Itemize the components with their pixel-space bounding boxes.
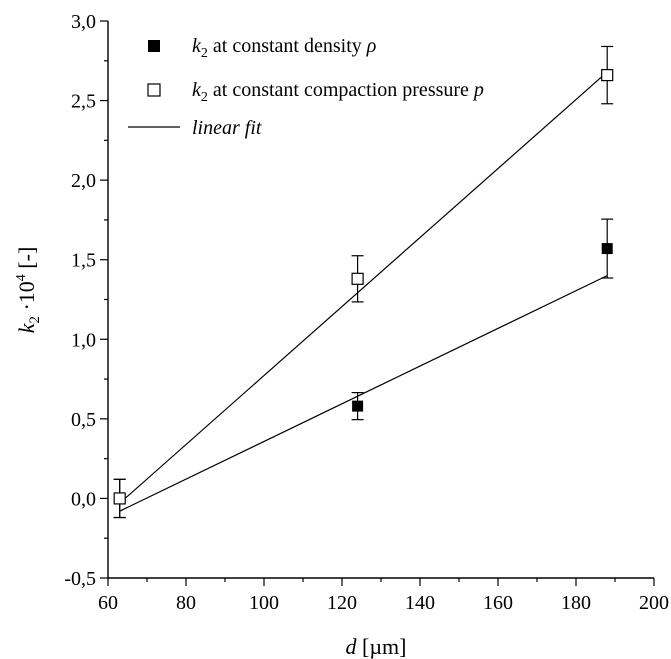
y-axis-title-sup: 4: [14, 274, 29, 281]
data-markers: [113, 69, 614, 505]
x-axis-title-unit: [µm]: [357, 634, 407, 659]
legend-text: at constant density: [208, 35, 367, 57]
x-tick-label: 120: [327, 592, 357, 614]
y-axis-title-mid: ·10: [14, 281, 39, 316]
data-point-open-square: [351, 272, 364, 285]
plot-frame: [107, 21, 654, 579]
y-tick-label: 1,5: [71, 250, 96, 272]
x-tick-label: 140: [405, 592, 435, 614]
legend-k-sub: 2: [201, 90, 208, 105]
legend-marker-open-square: [147, 83, 161, 97]
fit-line-series-0: [119, 275, 608, 512]
x-axis-title: d [µm]: [346, 634, 407, 659]
legend-entry-linear-fit: linear fit: [192, 117, 262, 139]
x-tick-label: 180: [561, 592, 591, 614]
legend-k-sub: 2: [201, 46, 208, 61]
legend-entry-constant-pressure: k2 at constant compaction pressure p: [192, 79, 484, 105]
legend-k: k: [192, 35, 202, 57]
y-axis-title-sub: 2: [27, 316, 43, 324]
data-point-filled-square: [352, 400, 364, 412]
legend-symbol: ρ: [366, 35, 377, 57]
legend-marker-filled-square: [148, 40, 160, 52]
data-point-open-square: [601, 69, 614, 82]
y-tick-label: 2,5: [71, 91, 96, 113]
y-tick-label: 1,0: [71, 329, 96, 351]
y-tick-label: 0,5: [71, 409, 96, 431]
legend-symbol: p: [472, 79, 484, 101]
legend-text: at constant compaction pressure: [208, 79, 474, 101]
y-tick-label: 3,0: [71, 11, 96, 33]
x-tick-label: 100: [249, 592, 279, 614]
x-tick-label: 60: [98, 592, 118, 614]
y-tick-label: 0,0: [71, 488, 96, 510]
y-axis-title: k2 ·104 [-]: [14, 247, 43, 334]
legend-k: k: [192, 79, 202, 101]
y-tick-label: 2,0: [71, 170, 96, 192]
data-point-filled-square: [601, 243, 613, 255]
fit-line-series-1: [119, 71, 608, 504]
x-tick-label: 80: [176, 592, 196, 614]
x-axis-title-symbol: d: [346, 634, 358, 659]
x-tick-label: 160: [483, 592, 513, 614]
y-axis-title-k: k: [14, 322, 39, 333]
y-axis-ticks: -0,5 0,0 0,5 1,0 1,5 2,0 2,5 3,0: [64, 11, 108, 590]
y-axis-title-unit: [-]: [14, 247, 39, 274]
legend: k2 at constant density ρ k2 at constant …: [128, 35, 484, 139]
x-tick-label: 200: [639, 592, 669, 614]
legend-entry-constant-density: k2 at constant density ρ: [192, 35, 376, 61]
y-tick-label: -0,5: [64, 568, 96, 590]
fit-lines: [119, 71, 608, 512]
x-axis-ticks: 60 80 100 120 140 160 180 200: [98, 578, 669, 614]
data-point-open-square: [113, 492, 126, 505]
